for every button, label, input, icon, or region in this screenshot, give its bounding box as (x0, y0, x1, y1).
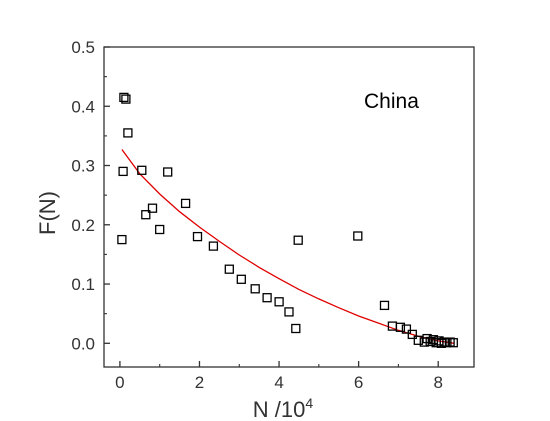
data-point (117, 234, 127, 245)
data-point (250, 284, 260, 294)
scatter-points-layer (117, 92, 458, 348)
y-tick-label: 0.0 (71, 334, 95, 353)
data-point (274, 297, 284, 307)
x-axis-title-exponent: 4 (305, 395, 313, 411)
data-point (284, 307, 294, 317)
y-tick-label: 0.3 (71, 157, 95, 176)
y-tick-label: 0.4 (71, 97, 95, 116)
data-point (137, 165, 147, 175)
data-point (436, 338, 447, 348)
tick-labels: 0 2 4 6 8 0.0 0.1 0.2 0.3 0.4 0.5 (71, 38, 443, 392)
axis-ticks (104, 46, 439, 367)
x-tick-label: 4 (274, 373, 283, 392)
country-annotation: China (364, 90, 419, 113)
plot-frame (103, 46, 475, 368)
y-tick-label: 0.2 (71, 216, 95, 235)
data-point (379, 300, 390, 311)
data-point (180, 198, 191, 209)
y-axis-title: F(N) (35, 191, 60, 235)
data-point (123, 128, 133, 138)
plot-border (103, 46, 475, 368)
data-point (262, 293, 272, 303)
y-tick-label: 0.1 (71, 275, 95, 294)
data-point (208, 241, 219, 251)
data-point (147, 203, 158, 213)
x-tick-label: 0 (115, 373, 124, 392)
data-point (119, 92, 129, 103)
x-axis-title-base: N /10 (253, 397, 306, 421)
x-axis-title: N /104 (253, 395, 314, 421)
data-point (407, 329, 417, 340)
data-point (236, 274, 246, 284)
x-tick-label: 6 (354, 373, 363, 392)
data-point (163, 167, 173, 177)
data-point (422, 333, 432, 344)
data-point (395, 322, 406, 332)
data-point (293, 235, 303, 245)
data-point (425, 336, 435, 347)
data-point (291, 323, 301, 334)
data-point (141, 210, 151, 220)
x-tick-label: 8 (433, 373, 442, 392)
y-tick-label: 0.5 (71, 38, 95, 57)
data-point (118, 166, 128, 177)
data-point (448, 338, 458, 348)
data-point (413, 335, 423, 345)
data-point (401, 324, 412, 334)
data-point (353, 231, 363, 241)
data-point (121, 94, 131, 104)
data-point (192, 231, 203, 242)
data-point (155, 224, 165, 235)
x-tick-label: 2 (195, 373, 204, 392)
data-point (224, 264, 234, 274)
